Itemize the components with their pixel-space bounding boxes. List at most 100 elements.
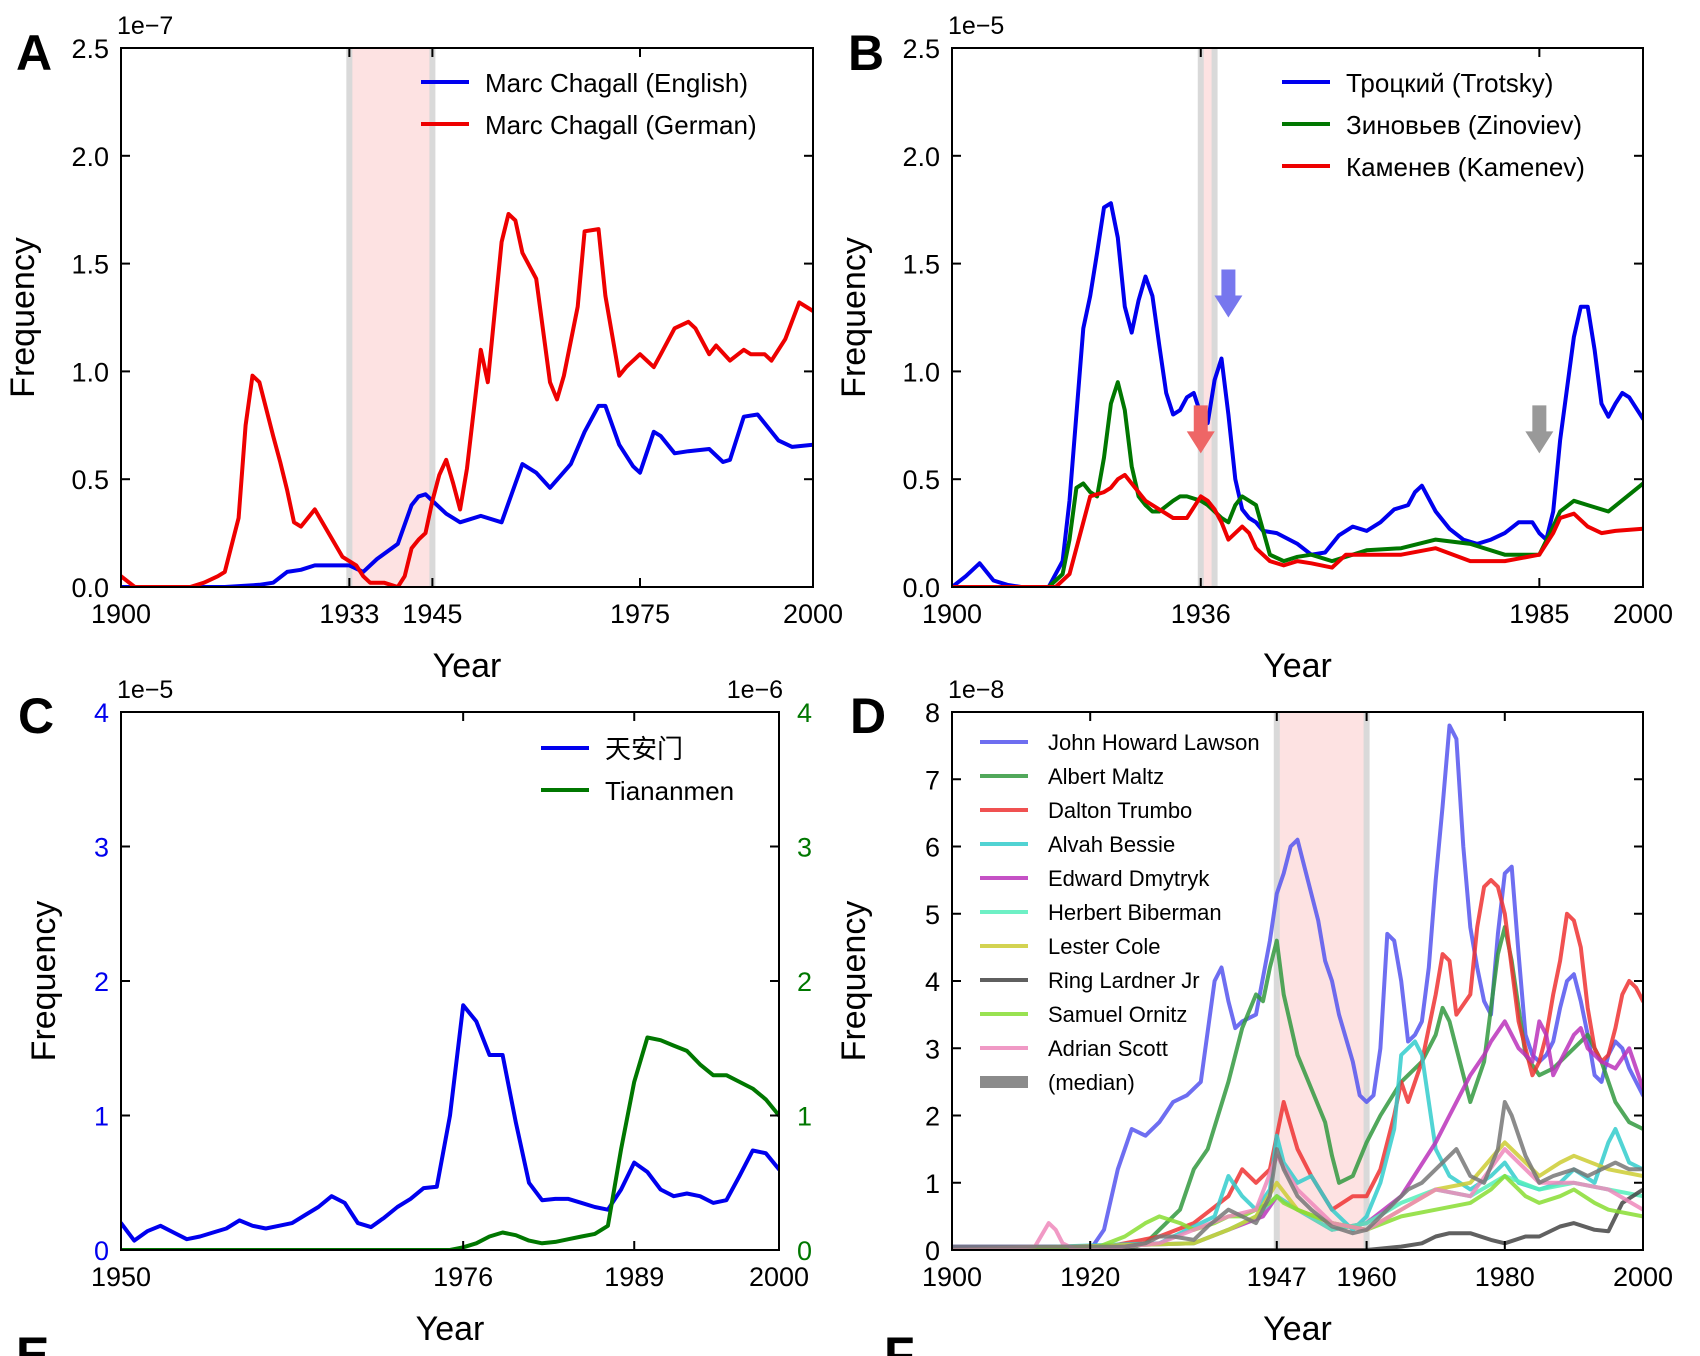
x-tick-label: 1947 — [1247, 1262, 1307, 1292]
y-tick-label: 4 — [925, 967, 940, 997]
series-line — [121, 1035, 779, 1250]
series-group — [121, 212, 813, 587]
x-tick-label: 1920 — [1060, 1262, 1120, 1292]
annotation-arrow — [1186, 405, 1215, 454]
series-line — [952, 1100, 1643, 1249]
legend-label: Edward Dmytryk — [1048, 866, 1210, 891]
annotation-arrow — [1525, 405, 1554, 454]
x-tick-label: 1900 — [922, 599, 982, 629]
plot-frame — [951, 47, 1644, 588]
legend-label: 天安门 — [605, 734, 683, 764]
legend-label: Marc Chagall (German) — [485, 110, 757, 140]
legend-label: Зиновьев (Zinoviev) — [1346, 110, 1582, 140]
y-tick-label: 3 — [797, 833, 812, 863]
y-tick-label: 3 — [925, 1034, 940, 1064]
y-tick-label: 4 — [797, 698, 812, 728]
chart-panel-d: 1900 1920 1947 1960 1980 2000 0 1 2 3 4 5 6 7 8 1e−8 Yea… — [835, 676, 1673, 1348]
x-axis-label: Year — [1263, 647, 1332, 685]
x-axis-label: Year — [433, 647, 502, 685]
y-tick-label: 8 — [925, 698, 940, 728]
legend-label: Каменев (Kamenev) — [1346, 152, 1585, 182]
y-exponent-label: 1e−6 — [727, 676, 783, 704]
legend-label: Tiananmen — [605, 776, 734, 806]
x-tick-label: 1985 — [1509, 599, 1569, 629]
series-group — [952, 201, 1643, 587]
legend-label: Троцкий (Trotsky) — [1346, 68, 1553, 98]
shaded-region — [349, 48, 433, 587]
legend-label: Ring Lardner Jr — [1048, 968, 1200, 993]
y-tick-label: 2.0 — [902, 142, 940, 172]
panel-letter: E — [16, 1327, 49, 1356]
y-exponent-label: 1e−7 — [117, 12, 173, 40]
panel-letter: F — [884, 1327, 915, 1356]
series-line — [952, 878, 1643, 1250]
y-tick-label: 1 — [797, 1102, 812, 1132]
panel-letter: B — [848, 25, 884, 81]
legend-label: John Howard Lawson — [1048, 730, 1260, 755]
x-tick-label: 1900 — [91, 599, 151, 629]
y-tick-label: 0.0 — [902, 573, 940, 603]
series-line — [952, 472, 1643, 587]
y-tick-label: 0.0 — [71, 573, 109, 603]
x-tick-label: 1900 — [922, 1262, 982, 1292]
x-tick-label: 1936 — [1171, 599, 1231, 629]
legend-label: Herbert Biberman — [1048, 900, 1222, 925]
y-tick-label: 1 — [94, 1102, 109, 1132]
y-tick-label: 2.5 — [71, 34, 109, 64]
series-line — [952, 1174, 1643, 1250]
series-line — [952, 723, 1643, 1250]
legend-label: Samuel Ornitz — [1048, 1002, 1187, 1027]
x-tick-label: 2000 — [749, 1262, 809, 1292]
x-tick-label: 1950 — [91, 1262, 151, 1292]
legend: John Howard Lawson Albert Maltz Dalton Tru… — [980, 730, 1260, 1095]
y-axis-label: Frequency — [25, 901, 63, 1062]
y-tick-label: 0.5 — [902, 465, 940, 495]
y-axis-label: Frequency — [4, 237, 42, 398]
series-line — [952, 1039, 1643, 1250]
y-tick-label: 4 — [94, 698, 109, 728]
x-axis-label: Year — [1263, 1310, 1332, 1348]
series-group — [952, 723, 1643, 1250]
legend-label: (median) — [1048, 1070, 1135, 1095]
panel-letter: A — [16, 25, 52, 81]
y-tick-label: 0 — [94, 1236, 109, 1266]
y-tick-label: 5 — [925, 900, 940, 930]
x-tick-label: 2000 — [1613, 1262, 1673, 1292]
y-exponent-label: 1e−5 — [117, 676, 173, 704]
shaded-region — [1276, 712, 1367, 1250]
x-tick-label: 1980 — [1475, 1262, 1535, 1292]
legend-label: Adrian Scott — [1048, 1036, 1168, 1061]
x-tick-label: 1989 — [604, 1262, 664, 1292]
shaded-region — [1200, 48, 1215, 587]
x-tick-label: 1960 — [1337, 1262, 1397, 1292]
legend-label: Albert Maltz — [1048, 764, 1164, 789]
legend-label: Marc Chagall (English) — [485, 68, 748, 98]
panel-letter: D — [850, 688, 886, 744]
y-tick-label: 0 — [925, 1236, 940, 1266]
x-tick-label: 2000 — [1613, 599, 1673, 629]
x-tick-label: 1933 — [319, 599, 379, 629]
legend: Marc Chagall (English) Marc Chagall (Germ… — [421, 68, 757, 140]
y-tick-label: 2 — [925, 1102, 940, 1132]
panel-letter: C — [18, 688, 54, 744]
y-tick-label: 6 — [925, 833, 940, 863]
legend-label: Lester Cole — [1048, 934, 1161, 959]
x-tick-label: 1976 — [433, 1262, 493, 1292]
y-tick-label: 2.5 — [902, 34, 940, 64]
annotation-arrow — [1214, 269, 1243, 318]
y-tick-label: 1.5 — [902, 250, 940, 280]
x-tick-label: 1945 — [402, 599, 462, 629]
y-tick-label: 3 — [94, 833, 109, 863]
y-tick-label: 1.0 — [71, 357, 109, 387]
y-tick-label: 2 — [94, 967, 109, 997]
y-tick-label: 1.5 — [71, 250, 109, 280]
legend: Троцкий (Trotsky) Зиновьев (Zinoviev) Каме… — [1282, 68, 1585, 182]
y-tick-label: 2.0 — [71, 142, 109, 172]
legend: 天安门 Tiananmen — [541, 734, 734, 806]
y-exponent-label: 1e−5 — [948, 12, 1004, 40]
chart-panel-b: 1900 1936 1985 2000 0.0 0.5 1.0 1.5 2.0 2.5 1e−5 Ye… — [835, 12, 1673, 685]
y-tick-label: 0.5 — [71, 465, 109, 495]
y-tick-label: 2 — [797, 967, 812, 997]
legend-label: Alvah Bessie — [1048, 832, 1175, 857]
